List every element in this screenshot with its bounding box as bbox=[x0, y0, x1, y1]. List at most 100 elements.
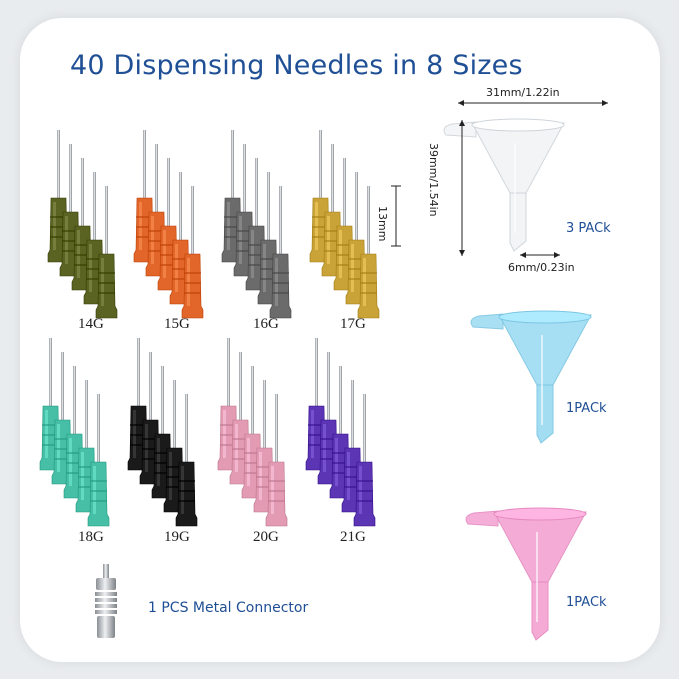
needle-hub-ridge bbox=[142, 448, 159, 450]
needle-group-18g bbox=[39, 338, 110, 527]
needle-tube bbox=[173, 380, 176, 452]
needle-hub-ridge bbox=[42, 444, 59, 446]
needle-hub-ridge bbox=[324, 230, 341, 232]
needle-tube bbox=[227, 338, 230, 410]
needle-tube bbox=[363, 394, 366, 466]
needle-hub-ridge bbox=[324, 240, 341, 242]
needle-tube bbox=[61, 352, 64, 424]
needle-hub-ridge bbox=[348, 278, 365, 280]
gauge-label-15g: 15G bbox=[164, 316, 190, 332]
needle-hub-ridge bbox=[312, 226, 329, 228]
needle-hub-ridge bbox=[98, 292, 115, 294]
needle-hub-ridge bbox=[360, 292, 377, 294]
needle-tube bbox=[263, 380, 266, 452]
needle-hub-ridge bbox=[98, 282, 115, 284]
needle-hub-ridge bbox=[312, 216, 329, 218]
needle-hub-ridge bbox=[130, 444, 147, 446]
needle-tube bbox=[279, 186, 282, 258]
funnel-width-label: 31mm/1.22in bbox=[486, 86, 560, 99]
needle-hub-ridge bbox=[320, 458, 337, 460]
needle-hub-ridge bbox=[78, 466, 95, 468]
needle-hub bbox=[95, 253, 118, 319]
gauge-label-20g: 20G bbox=[253, 529, 279, 545]
needle-hub-ridge bbox=[344, 476, 361, 478]
gauge-label-16g: 16G bbox=[253, 316, 279, 332]
needle-hub-ridge bbox=[248, 254, 265, 256]
needle-hub-ridge bbox=[74, 264, 91, 266]
width-arrowhead-left bbox=[458, 100, 464, 106]
hub-length-bracket bbox=[391, 185, 401, 247]
needle-hub-ridge bbox=[42, 424, 59, 426]
needle-hub-ridge bbox=[236, 250, 253, 252]
needle-tube bbox=[239, 352, 242, 424]
spout-arrowhead-right bbox=[554, 252, 560, 258]
needle-hub-ridge bbox=[248, 244, 265, 246]
needle-hub bbox=[265, 461, 288, 527]
needle bbox=[95, 186, 118, 319]
needle-hub-ridge bbox=[172, 268, 189, 270]
funnel-spout bbox=[536, 384, 554, 444]
gauge-label-19g: 19G bbox=[164, 529, 190, 545]
needle-hub-ridge bbox=[62, 250, 79, 252]
needle-hub-ridge bbox=[332, 462, 349, 464]
needle-tube bbox=[275, 394, 278, 466]
needle-hub-ridge bbox=[154, 462, 171, 464]
needle-tube bbox=[343, 158, 346, 230]
needle-hub-ridge bbox=[74, 244, 91, 246]
needle-group-16g bbox=[221, 130, 292, 319]
needle-hub bbox=[175, 461, 198, 527]
funnel-pack-label-blue: 1PACk bbox=[566, 401, 607, 416]
needle-hub-ridge bbox=[356, 490, 373, 492]
needle-tube bbox=[339, 366, 342, 438]
funnel-tab bbox=[443, 121, 477, 138]
needle-group-20g bbox=[217, 338, 288, 527]
needle bbox=[353, 394, 376, 527]
needle-tube bbox=[161, 366, 164, 438]
needle-hub-ridge bbox=[244, 472, 261, 474]
needle-hub-ridge bbox=[154, 452, 171, 454]
needle-tube bbox=[243, 144, 246, 216]
needle-tube bbox=[155, 144, 158, 216]
needle-hub-ridge bbox=[66, 452, 83, 454]
funnel-tab bbox=[470, 313, 504, 330]
needle-hub-ridge bbox=[154, 472, 171, 474]
needle-tube bbox=[315, 338, 318, 410]
needle-hub-ridge bbox=[256, 486, 273, 488]
funnel-dimension-arrows bbox=[458, 100, 608, 258]
needle-hub-ridge bbox=[336, 264, 353, 266]
needle-tube bbox=[355, 172, 358, 244]
needle bbox=[175, 394, 198, 527]
needle-hub-ridge bbox=[224, 226, 241, 228]
needle-hub bbox=[87, 461, 110, 527]
needle-hub-ridge bbox=[62, 240, 79, 242]
needle-tube bbox=[105, 186, 108, 258]
needle-group-15g bbox=[133, 130, 204, 319]
needle-hub-ridge bbox=[256, 476, 273, 478]
needle-hub-ridge bbox=[260, 268, 277, 270]
needle-hub-ridge bbox=[166, 476, 183, 478]
needle-tube bbox=[73, 366, 76, 438]
connector-body bbox=[97, 616, 115, 638]
needle-hub-ridge bbox=[160, 264, 177, 266]
needle-hub-ridge bbox=[336, 244, 353, 246]
needle-hub-ridge bbox=[66, 472, 83, 474]
needle-hub bbox=[269, 253, 292, 319]
needle-hub-ridge bbox=[86, 278, 103, 280]
needle-hub-ridge bbox=[178, 480, 195, 482]
needle-hub-ridge bbox=[320, 448, 337, 450]
funnel-pink bbox=[465, 507, 587, 641]
connector-nut bbox=[96, 578, 116, 590]
needle-group-14g bbox=[47, 130, 118, 319]
connector-label: 1 PCS Metal Connector bbox=[148, 600, 309, 616]
needle-hub-ridge bbox=[244, 452, 261, 454]
needle-hub-ridge bbox=[130, 424, 147, 426]
needle-tube bbox=[97, 394, 100, 466]
needle-tube bbox=[57, 130, 60, 202]
needle-hub-ridge bbox=[236, 240, 253, 242]
needle-hub-ridge bbox=[90, 500, 107, 502]
funnel-bowl bbox=[493, 511, 587, 583]
needle-tube bbox=[231, 130, 234, 202]
needle-hub-ridge bbox=[136, 226, 153, 228]
funnel-blue bbox=[470, 310, 592, 444]
